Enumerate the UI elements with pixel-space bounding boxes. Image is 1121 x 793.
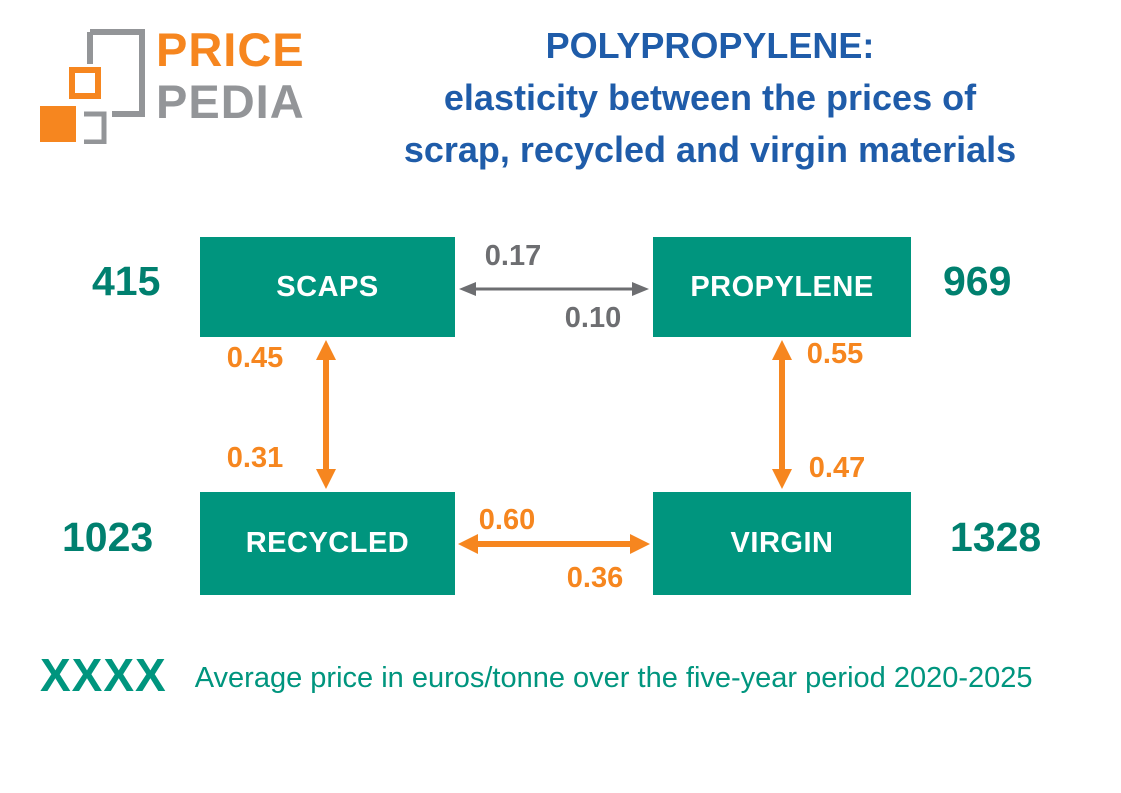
price-virgin: 1328 — [950, 514, 1042, 560]
price-recycled: 1023 — [62, 514, 154, 560]
node-virgin-label: VIRGIN — [730, 527, 834, 559]
price-scaps: 415 — [92, 258, 161, 304]
logo-word-pedia: PEDIA — [156, 75, 305, 128]
elasticity-virgin-propylene: 0.47 — [808, 452, 866, 484]
page-title: POLYPROPYLENE: elasticity between the pr… — [310, 20, 1110, 176]
node-virgin: VIRGIN — [653, 492, 911, 595]
legend-marker: XXXX — [40, 649, 167, 701]
pricepedia-logo-text: PRICE PEDIA — [156, 24, 305, 128]
node-scaps-label: SCAPS — [276, 270, 379, 303]
arrow-scaps-propylene-icon — [459, 282, 649, 296]
title-line-2: elasticity between the prices of — [443, 77, 977, 118]
elasticity-scaps-propylene: 0.17 — [484, 240, 542, 272]
title-line-1: POLYPROPYLENE: — [545, 25, 875, 66]
arrow-recycled-virgin-icon — [458, 534, 650, 554]
title-line-3: scrap, recycled and virgin materials — [403, 129, 1017, 170]
logo-word-price: PRICE — [156, 23, 305, 76]
arrow-propylene-virgin-icon — [772, 340, 792, 489]
legend: XXXX Average price in euros/tonne over t… — [40, 648, 1110, 702]
elasticity-virgin-recycled: 0.36 — [566, 562, 624, 594]
legend-text: Average price in euros/tonne over the fi… — [194, 661, 1033, 694]
price-propylene: 969 — [943, 258, 1012, 304]
pricepedia-logo: PRICE PEDIA — [28, 12, 358, 152]
elasticity-recycled-virgin: 0.60 — [478, 504, 536, 536]
node-propylene: PROPYLENE — [653, 237, 911, 337]
node-propylene-label: PROPYLENE — [690, 270, 874, 303]
pricepedia-logo-icon — [40, 29, 145, 144]
node-recycled-label: RECYCLED — [245, 527, 410, 559]
node-scaps: SCAPS — [200, 237, 455, 337]
elasticity-recycled-scaps: 0.31 — [226, 442, 284, 474]
arrow-scaps-recycled-icon — [316, 340, 336, 489]
elasticity-propylene-scaps: 0.10 — [564, 302, 622, 334]
elasticity-propylene-virgin: 0.55 — [806, 338, 864, 370]
elasticity-scaps-recycled: 0.45 — [226, 342, 284, 374]
node-recycled: RECYCLED — [200, 492, 455, 595]
